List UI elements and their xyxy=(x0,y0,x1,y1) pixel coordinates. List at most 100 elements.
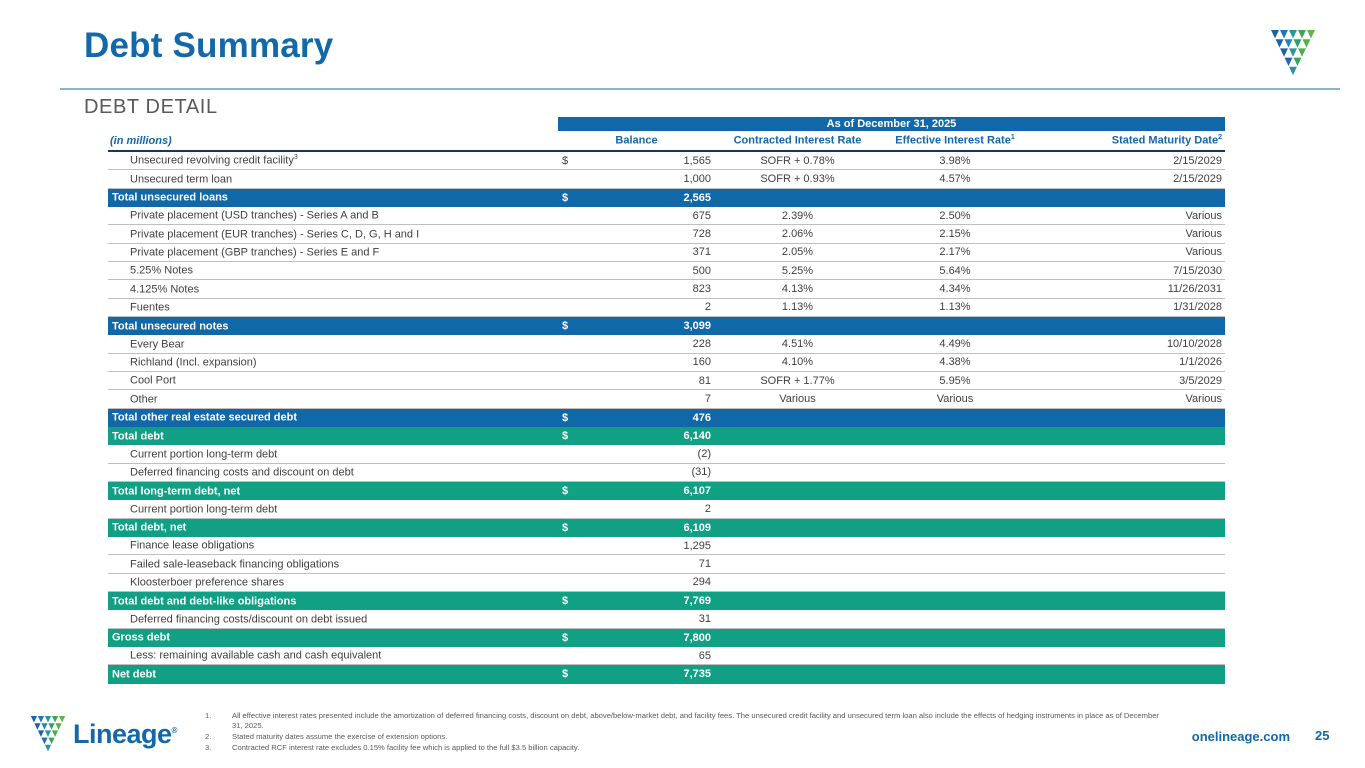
spanner-spacer xyxy=(108,117,558,131)
table-row: Every Bear 228 4.51% 4.49% 10/10/2028 xyxy=(108,335,1225,354)
table-row: Total other real estate secured debt $ 4… xyxy=(108,408,1225,427)
row-label-sup: 3 xyxy=(293,154,298,162)
row-balance: 728 xyxy=(692,227,711,240)
row-effective: 4.34% xyxy=(939,282,971,295)
table-row: Unsecured term loan 1,000 SOFR + 0.93% 4… xyxy=(108,170,1225,189)
row-balance: 1,565 xyxy=(683,154,711,167)
row-maturity: 1/1/2026 xyxy=(1179,356,1222,369)
table-row: Total debt $ 6,140 xyxy=(108,426,1225,446)
row-balance: 2 xyxy=(704,502,711,515)
row-contracted: 1.13% xyxy=(781,301,814,314)
title-divider xyxy=(60,88,1340,90)
table-row: Total debt, net $ 6,109 xyxy=(108,518,1225,537)
row-maturity: 10/10/2028 xyxy=(1166,337,1222,350)
table-row: Current portion long-term debt 2 xyxy=(108,500,1225,519)
table-row: Current portion long-term debt (2) xyxy=(108,445,1225,464)
row-balance: 823 xyxy=(692,282,711,295)
table-row: Other 7 Various Various Various xyxy=(108,390,1225,409)
row-maturity: 3/5/2029 xyxy=(1179,374,1222,387)
row-label: Total unsecured loans xyxy=(112,192,228,205)
row-contracted: SOFR + 1.77% xyxy=(760,374,835,387)
lineage-shield-icon xyxy=(30,716,66,752)
row-contracted: Various xyxy=(779,392,816,405)
table-body: Unsecured revolving credit facility3 $ 1… xyxy=(108,152,1225,684)
row-balance: 7,769 xyxy=(683,595,711,608)
row-label: Unsecured revolving credit facility xyxy=(130,154,294,167)
debt-table: As of December 31, 2025 (in millions) Ba… xyxy=(108,117,1225,684)
lineage-logo: Lineage® xyxy=(30,714,177,754)
row-balance: (2) xyxy=(697,447,711,460)
row-label: 4.125% Notes xyxy=(130,283,200,296)
row-label: Total unsecured notes xyxy=(112,320,229,333)
row-balance: 71 xyxy=(698,557,711,570)
row-maturity: Various xyxy=(1185,246,1222,259)
row-maturity: 2/15/2029 xyxy=(1173,172,1222,185)
row-balance: 2,565 xyxy=(683,191,711,204)
row-dollar: $ xyxy=(562,631,569,644)
row-balance: 1,295 xyxy=(683,539,711,552)
row-balance: 6,107 xyxy=(683,485,711,498)
row-label: Unsecured term loan xyxy=(130,173,233,186)
row-contracted: 5.25% xyxy=(781,264,814,277)
col-header-effective: Effective Interest Rate1 xyxy=(895,134,1015,147)
units-label: (in millions) xyxy=(110,134,172,147)
table-row: 4.125% Notes 823 4.13% 4.34% 11/26/2031 xyxy=(108,280,1225,299)
table-spanner-header: As of December 31, 2025 xyxy=(558,117,1225,131)
table-row: Total long-term debt, net $ 6,107 xyxy=(108,481,1225,501)
row-dollar: $ xyxy=(562,411,569,424)
row-label: Failed sale-leaseback financing obligati… xyxy=(130,558,340,571)
row-effective: 5.64% xyxy=(939,264,971,277)
table-row: 5.25% Notes 500 5.25% 5.64% 7/15/2030 xyxy=(108,261,1225,281)
row-effective: 4.38% xyxy=(939,356,971,369)
row-label: Every Bear xyxy=(130,338,185,351)
row-effective: 5.95% xyxy=(939,374,971,387)
row-label: Private placement (EUR tranches) - Serie… xyxy=(130,228,420,241)
website-link: onelineage.com xyxy=(1191,729,1290,744)
row-maturity: 2/15/2029 xyxy=(1173,154,1222,167)
row-maturity: 7/15/2030 xyxy=(1173,264,1222,277)
table-row: Private placement (GBP tranches) - Serie… xyxy=(108,243,1225,262)
col-header-contracted: Contracted Interest Rate xyxy=(733,134,862,147)
table-header-row: (in millions) Balance Contracted Interes… xyxy=(108,131,1225,152)
row-dollar: $ xyxy=(562,521,569,534)
row-balance: 6,109 xyxy=(683,521,711,534)
row-effective: 4.49% xyxy=(939,337,971,350)
table-row: Total debt and debt-like obligations $ 7… xyxy=(108,591,1225,611)
row-balance: 2 xyxy=(704,301,711,314)
footnotes: 1. All effective interest rates presente… xyxy=(205,711,1165,754)
table-row: Total unsecured notes $ 3,099 xyxy=(108,316,1225,336)
row-contracted: 2.39% xyxy=(781,209,814,222)
row-label: Finance lease obligations xyxy=(130,539,255,552)
row-maturity: 1/31/2028 xyxy=(1173,301,1222,314)
row-balance: 7,735 xyxy=(683,668,711,681)
row-label: Current portion long-term debt xyxy=(130,503,278,516)
row-label: Total other real estate secured debt xyxy=(112,412,298,425)
row-label: Private placement (USD tranches) - Serie… xyxy=(130,209,379,222)
row-balance: 500 xyxy=(692,264,711,277)
row-effective: 3.98% xyxy=(939,154,971,167)
row-effective: 2.17% xyxy=(939,246,971,259)
row-label: Gross debt xyxy=(112,632,171,645)
row-balance: 228 xyxy=(692,337,711,350)
table-row: Richland (Incl. expansion) 160 4.10% 4.3… xyxy=(108,353,1225,372)
row-maturity: Various xyxy=(1185,227,1222,240)
row-contracted: SOFR + 0.78% xyxy=(760,154,835,167)
row-label: Cool Port xyxy=(130,374,176,387)
table-row: Finance lease obligations 1,295 xyxy=(108,536,1225,556)
row-effective: 1.13% xyxy=(939,301,971,314)
table-row: Failed sale-leaseback financing obligati… xyxy=(108,555,1225,574)
row-label: Other xyxy=(130,393,158,406)
row-label: Total debt, net xyxy=(112,522,187,535)
row-balance: 81 xyxy=(698,374,711,387)
row-effective: 4.57% xyxy=(939,172,971,185)
table-row: Net debt $ 7,735 xyxy=(108,665,1225,684)
table-row: Gross debt $ 7,800 xyxy=(108,628,1225,647)
table-row: Kloosterboer preference shares 294 xyxy=(108,573,1225,592)
table-row: Unsecured revolving credit facility3 $ 1… xyxy=(108,152,1225,171)
table-row: Deferred financing costs/discount on deb… xyxy=(108,610,1225,629)
section-title: DEBT DETAIL xyxy=(84,96,218,118)
row-balance: 371 xyxy=(692,246,711,259)
row-label: Current portion long-term debt xyxy=(130,448,278,461)
row-contracted: 4.51% xyxy=(781,337,814,350)
